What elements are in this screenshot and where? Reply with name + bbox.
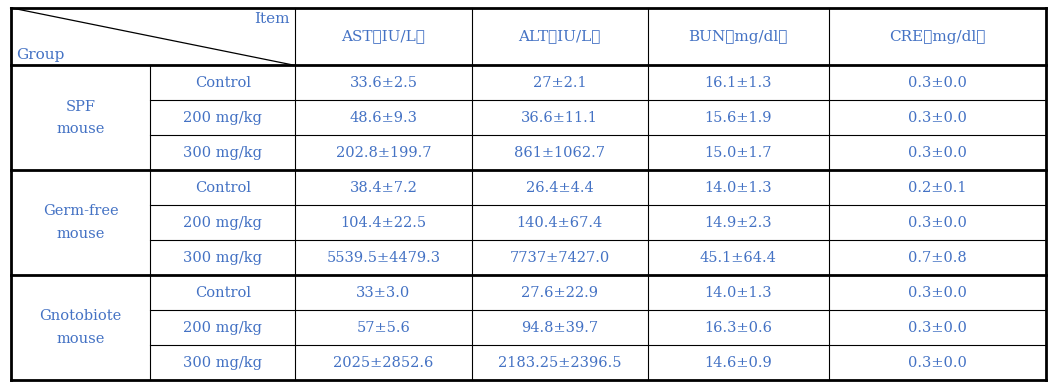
Text: Control: Control: [194, 181, 251, 195]
Text: Gnotobiote
mouse: Gnotobiote mouse: [39, 309, 122, 346]
Text: 200 mg/kg: 200 mg/kg: [184, 321, 262, 335]
Text: 16.1±1.3: 16.1±1.3: [705, 76, 772, 90]
Text: 14.0±1.3: 14.0±1.3: [704, 181, 772, 195]
Text: Group: Group: [16, 48, 64, 62]
Text: 15.6±1.9: 15.6±1.9: [705, 111, 772, 125]
Text: 14.9±2.3: 14.9±2.3: [704, 216, 772, 230]
Text: 0.3±0.0: 0.3±0.0: [908, 146, 967, 160]
Text: 0.3±0.0: 0.3±0.0: [908, 321, 967, 335]
Text: 104.4±22.5: 104.4±22.5: [340, 216, 427, 230]
Text: 0.3±0.0: 0.3±0.0: [908, 111, 967, 125]
Text: 33.6±2.5: 33.6±2.5: [350, 76, 418, 90]
Text: 14.6±0.9: 14.6±0.9: [704, 356, 772, 370]
Text: 0.3±0.0: 0.3±0.0: [908, 286, 967, 300]
Text: 202.8±199.7: 202.8±199.7: [336, 146, 431, 160]
Text: 200 mg/kg: 200 mg/kg: [184, 111, 262, 125]
Text: Germ-free
mouse: Germ-free mouse: [42, 204, 118, 241]
Text: 0.7±0.8: 0.7±0.8: [908, 251, 967, 265]
Text: 45.1±64.4: 45.1±64.4: [700, 251, 777, 265]
Text: 33±3.0: 33±3.0: [356, 286, 410, 300]
Text: 0.3±0.0: 0.3±0.0: [908, 216, 967, 230]
Text: 57±5.6: 57±5.6: [356, 321, 410, 335]
Text: 140.4±67.4: 140.4±67.4: [517, 216, 602, 230]
Text: CRE（mg/dl）: CRE（mg/dl）: [890, 29, 986, 43]
Text: Item: Item: [255, 12, 290, 26]
Text: 5539.5±4479.3: 5539.5±4479.3: [327, 251, 441, 265]
Text: 94.8±39.7: 94.8±39.7: [521, 321, 598, 335]
Text: 2183.25±2396.5: 2183.25±2396.5: [498, 356, 622, 370]
Text: 36.6±11.1: 36.6±11.1: [521, 111, 598, 125]
Text: 0.2±0.1: 0.2±0.1: [908, 181, 967, 195]
Text: Control: Control: [194, 76, 251, 90]
Text: BUN（mg/dl）: BUN（mg/dl）: [688, 29, 787, 43]
Text: 200 mg/kg: 200 mg/kg: [184, 216, 262, 230]
Text: Control: Control: [194, 286, 251, 300]
Text: 14.0±1.3: 14.0±1.3: [704, 286, 772, 300]
Text: 7737±7427.0: 7737±7427.0: [509, 251, 610, 265]
Text: 38.4±7.2: 38.4±7.2: [350, 181, 418, 195]
Text: 2025±2852.6: 2025±2852.6: [333, 356, 433, 370]
Text: 861±1062.7: 861±1062.7: [514, 146, 605, 160]
Text: 300 mg/kg: 300 mg/kg: [184, 251, 262, 265]
Text: 27.6±22.9: 27.6±22.9: [521, 286, 598, 300]
Text: 300 mg/kg: 300 mg/kg: [184, 356, 262, 370]
Text: 26.4±4.4: 26.4±4.4: [525, 181, 593, 195]
Text: ALT（IU/L）: ALT（IU/L）: [518, 29, 600, 43]
Text: AST（IU/L）: AST（IU/L）: [341, 29, 425, 43]
Text: 27±2.1: 27±2.1: [533, 76, 587, 90]
Text: 16.3±0.6: 16.3±0.6: [704, 321, 773, 335]
Text: 0.3±0.0: 0.3±0.0: [908, 76, 967, 90]
Text: 15.0±1.7: 15.0±1.7: [705, 146, 772, 160]
Text: 0.3±0.0: 0.3±0.0: [908, 356, 967, 370]
Text: SPF
mouse: SPF mouse: [56, 100, 105, 136]
Text: 300 mg/kg: 300 mg/kg: [184, 146, 262, 160]
Text: 48.6±9.3: 48.6±9.3: [350, 111, 418, 125]
